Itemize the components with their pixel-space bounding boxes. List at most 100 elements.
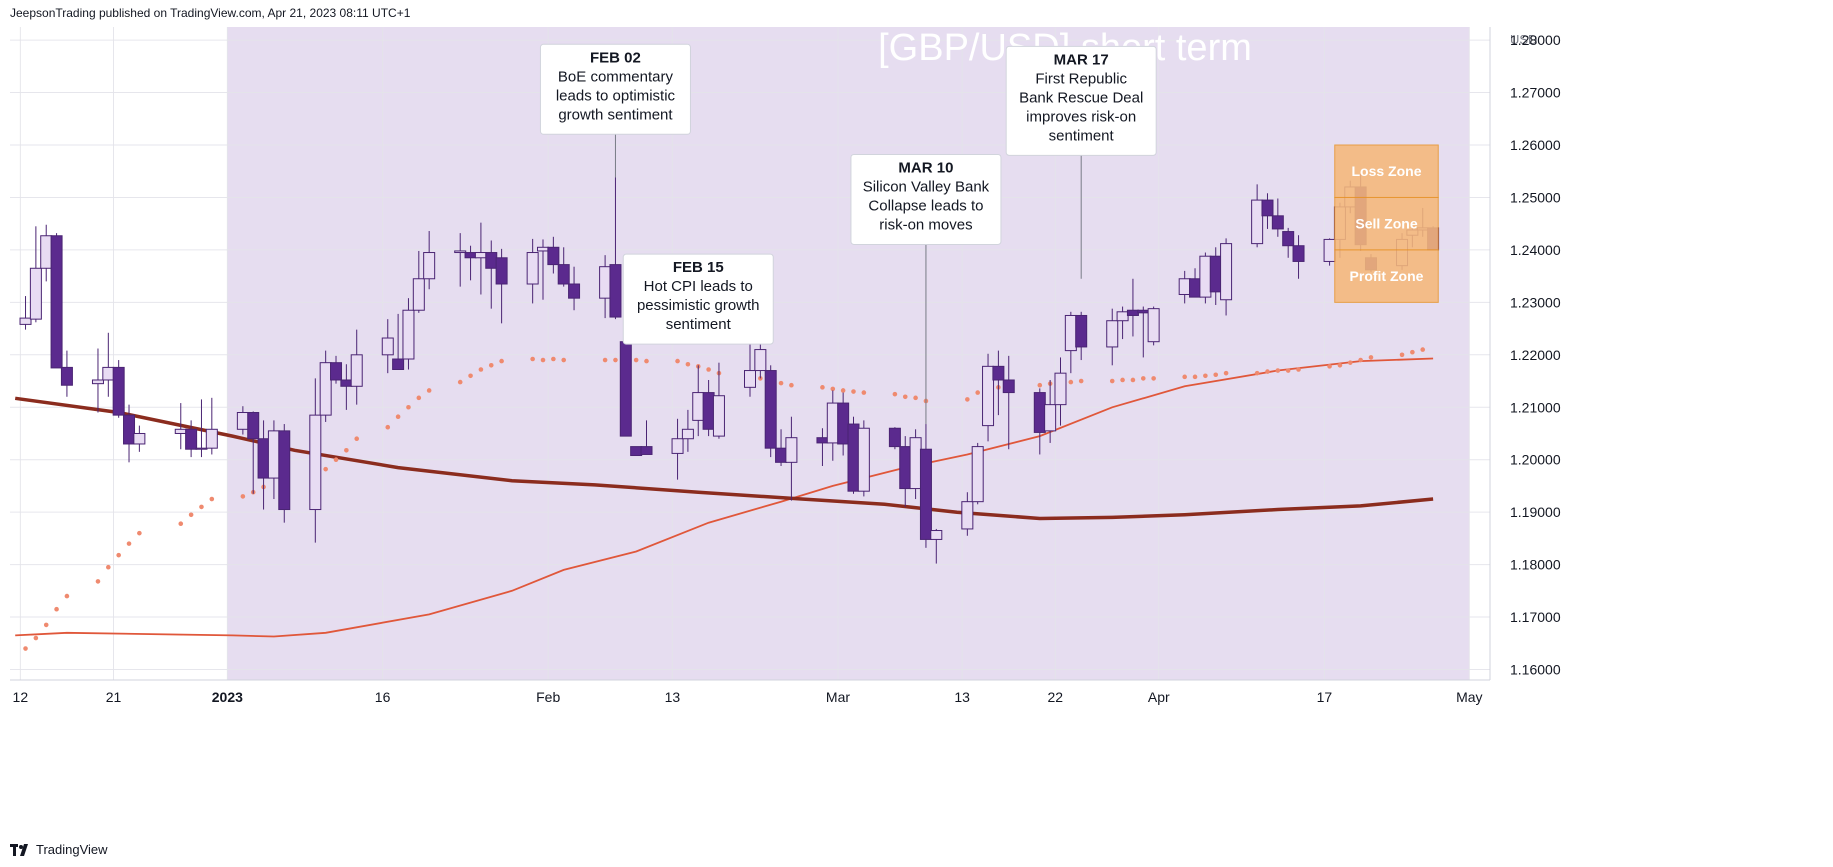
candle — [888, 427, 901, 450]
candle-body — [785, 437, 798, 463]
candle-body — [557, 264, 570, 285]
candle-body — [464, 252, 477, 259]
y-tick-label: 1.24000 — [1510, 242, 1561, 258]
candle-body — [1002, 379, 1015, 394]
candle-body — [692, 392, 705, 421]
x-tick-label: May — [1456, 689, 1482, 705]
y-tick-label: 1.25000 — [1510, 189, 1561, 205]
candle-body — [1220, 243, 1233, 301]
candle — [350, 329, 363, 405]
candle — [1054, 357, 1067, 426]
candle — [857, 420, 870, 497]
candle-body — [123, 414, 136, 445]
candle — [712, 362, 725, 439]
annotation-box — [850, 153, 1002, 245]
candle — [29, 226, 42, 323]
candle-body — [1044, 404, 1057, 432]
psar-dot — [106, 564, 111, 570]
annotation-box — [539, 43, 691, 135]
candle — [547, 236, 560, 274]
psar-dot — [613, 357, 618, 363]
candle-body — [702, 392, 715, 430]
candle-body — [1126, 309, 1139, 316]
candle — [319, 350, 332, 422]
y-tick-label: 1.23000 — [1510, 294, 1561, 310]
candle-body — [526, 252, 539, 285]
psar-dot — [851, 389, 856, 394]
candle — [247, 411, 260, 494]
candle-body — [1282, 231, 1295, 247]
candle — [50, 233, 63, 369]
candle-body — [1064, 314, 1077, 352]
psar-dot — [778, 380, 784, 386]
y-tick-label: 1.28000 — [1510, 32, 1561, 48]
trade-zone-label: Profit Zone — [1350, 268, 1424, 284]
candle — [785, 416, 798, 501]
candle-body — [40, 235, 53, 269]
candle-body — [278, 430, 291, 511]
tradingview-brand: TradingView — [36, 842, 108, 857]
annotation-box — [1005, 45, 1157, 156]
psar-dot — [488, 363, 494, 368]
candle-body — [1033, 392, 1046, 433]
candle-body — [402, 309, 415, 360]
candle — [992, 350, 1005, 416]
candle-body — [423, 252, 436, 280]
psar-dot — [406, 404, 411, 410]
trade-zone: Profit Zone — [1334, 249, 1439, 303]
candle — [19, 296, 32, 330]
annotation-title: FEB 02 — [590, 49, 641, 66]
annotation-line: pessimistic growth — [637, 297, 760, 314]
candle — [91, 348, 104, 413]
candle — [568, 266, 581, 311]
annotations: FEB 02 BoE commentary leads to optimistic g… — [539, 43, 1157, 425]
candle-body — [919, 448, 932, 540]
annotation-line: Hot CPI leads to — [644, 278, 753, 295]
candle — [1147, 306, 1160, 346]
psar-dot — [1327, 364, 1332, 369]
psar-dot — [1368, 355, 1374, 360]
candle-body — [930, 530, 943, 540]
candle — [764, 365, 777, 458]
candle-body — [826, 402, 839, 444]
candle — [1002, 355, 1015, 450]
y-tick-label: 1.22000 — [1510, 347, 1561, 363]
psar-dot — [1068, 379, 1074, 385]
annotation-line: sentiment — [1049, 127, 1115, 144]
psar-dot — [902, 394, 908, 400]
psar-dot — [820, 385, 825, 390]
psar-dot — [323, 466, 328, 472]
ma-fast — [15, 357, 1434, 638]
candle-body — [1209, 255, 1222, 293]
candle-body — [961, 501, 974, 530]
y-tick-label: 1.21000 — [1510, 399, 1561, 415]
price-axis[interactable]: USD 1.16000 1.17000 1.18000 1.19000 1.20000 1.… — [1510, 32, 1561, 678]
candle — [1116, 306, 1129, 340]
psar-dot — [1265, 369, 1270, 374]
candle-body — [712, 395, 725, 437]
x-tick-label: Feb — [536, 689, 560, 705]
candle-body — [764, 370, 777, 449]
psar-dot — [344, 447, 349, 453]
annotation-line: Silicon Valley Bank — [863, 178, 990, 195]
psar-dot — [116, 552, 121, 558]
candle-body — [309, 414, 322, 511]
candle-body — [1075, 314, 1088, 348]
candle-body — [102, 366, 115, 381]
candle — [630, 446, 643, 457]
candle — [982, 353, 995, 442]
annotation-box — [622, 253, 774, 345]
candle-body — [247, 412, 260, 440]
candle-body — [19, 317, 32, 325]
psar-dot — [1213, 372, 1219, 378]
psar-dot — [965, 397, 970, 402]
candle-body — [1199, 255, 1212, 298]
candle — [1282, 227, 1295, 258]
annotation-title: MAR 10 — [898, 159, 953, 176]
candle — [412, 250, 425, 313]
time-axis[interactable]: 12 21 2023 16 Feb 13 Mar 13 22 Apr 17 May — [13, 689, 1483, 705]
candle-body — [837, 402, 850, 445]
tradingview-footer[interactable]: TradingView — [10, 842, 108, 857]
y-tick-label: 1.26000 — [1510, 137, 1561, 153]
psar-dot — [892, 391, 898, 397]
